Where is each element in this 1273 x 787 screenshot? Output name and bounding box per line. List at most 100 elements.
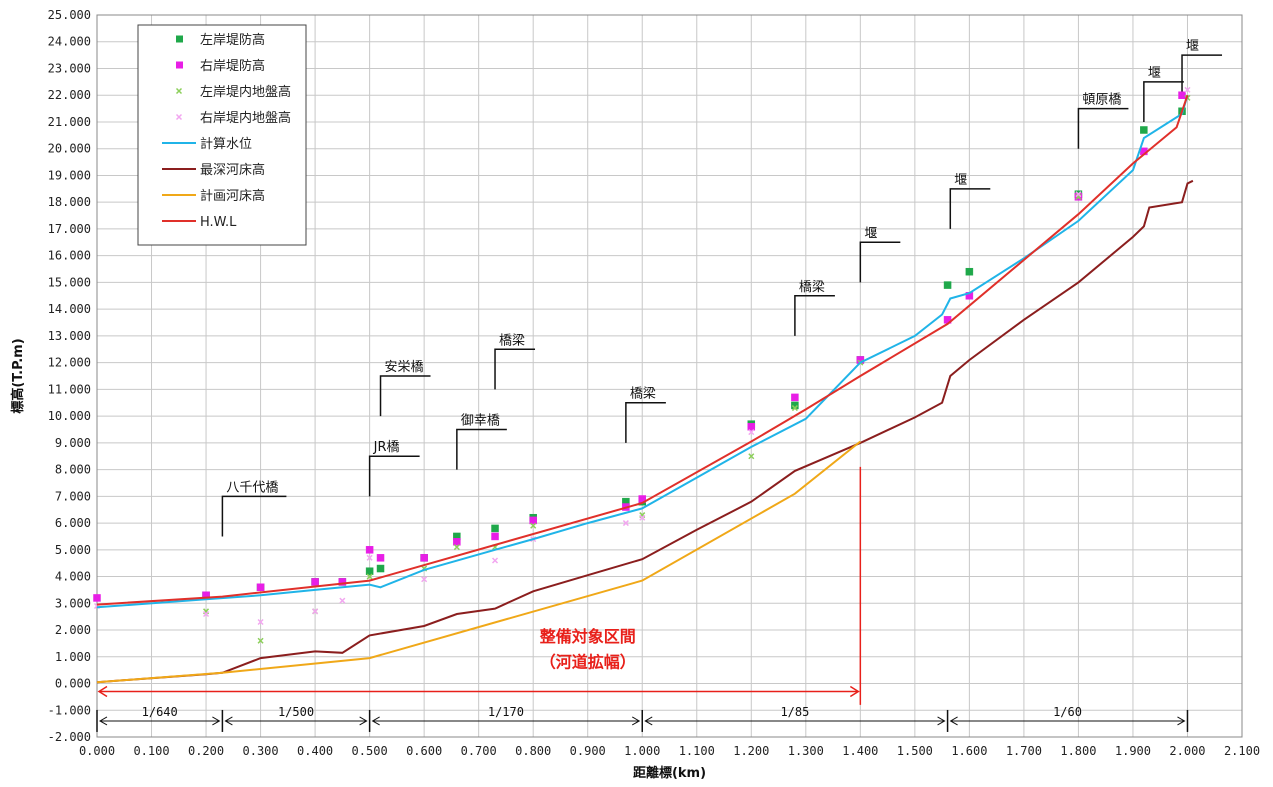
series-point — [965, 267, 974, 276]
series-line — [96, 440, 861, 684]
series-point — [257, 618, 264, 626]
y-tick-label: 20.000 — [48, 142, 91, 156]
series-point — [622, 520, 629, 527]
series-point — [366, 554, 373, 561]
y-tick-label: 5.000 — [55, 543, 91, 557]
y-tick-label: 15.000 — [48, 275, 91, 289]
x-tick-label: 1.100 — [679, 744, 715, 758]
series-point — [311, 578, 319, 586]
series-point — [491, 532, 499, 541]
y-tick-label: 16.000 — [48, 249, 91, 263]
bridge-marker — [625, 401, 666, 443]
grid-lines — [96, 14, 1243, 738]
x-tick-label: 0.600 — [406, 744, 442, 758]
bridge-label: 頓原橋 — [1082, 93, 1121, 108]
y-tick-label: -2.000 — [48, 730, 91, 744]
slope-label: 1/85 — [780, 705, 809, 719]
series-point — [339, 597, 346, 604]
series-point — [1075, 191, 1082, 198]
series-point — [312, 608, 319, 615]
y-tick-label: 3.000 — [55, 596, 91, 610]
y-tick-label: 21.000 — [48, 115, 91, 129]
series-point — [639, 514, 646, 521]
x-tick-label: 1.300 — [788, 744, 824, 758]
y-tick-label: 18.000 — [48, 195, 91, 209]
x-tick-label: 0.700 — [461, 744, 497, 758]
bridge-label: 八千代橋 — [226, 480, 278, 495]
y-axis-title: 標高(T.P.m) — [10, 338, 26, 413]
series-point — [791, 393, 799, 402]
y-tick-label: 22.000 — [48, 88, 91, 102]
x-tick-label: 2.000 — [1169, 744, 1205, 758]
y-tick-label: 14.000 — [48, 302, 91, 316]
legend-label: 計画河床高 — [200, 188, 265, 204]
bridge-label: 御幸橋 — [461, 413, 500, 428]
slope-annotations: 1/640 1/500 1/170 1/85 1/60 — [96, 705, 1189, 732]
target-section-arrow-left — [97, 685, 108, 698]
y-tick-label: 6.000 — [55, 516, 91, 530]
series-point — [747, 423, 756, 431]
x-tick-label: 0.000 — [79, 744, 115, 758]
slope-arrow-right — [212, 716, 221, 726]
legend-marker-swatch — [175, 113, 183, 121]
data-series — [93, 86, 1194, 684]
slope-arrow-left — [644, 716, 653, 726]
bridge-label: 堰 — [954, 173, 967, 188]
series-point — [943, 281, 952, 289]
series-point — [530, 522, 537, 529]
slope-arrow-right — [631, 716, 641, 726]
y-tick-label: 11.000 — [48, 382, 91, 396]
bridge-marker — [1077, 107, 1129, 149]
series-point — [529, 516, 537, 525]
bridge-marker — [368, 455, 420, 497]
y-tick-label: -1.000 — [48, 703, 91, 717]
bridge-marker — [1143, 81, 1184, 122]
series-point — [365, 546, 374, 554]
y-tick-label: 19.000 — [48, 168, 91, 182]
x-tick-label: 1.200 — [733, 744, 769, 758]
series-point — [376, 564, 385, 573]
legend-label: H.W.L — [200, 215, 237, 230]
x-tick-label: 0.500 — [352, 744, 388, 758]
y-tick-label: 4.000 — [55, 570, 91, 584]
series-point — [1140, 126, 1148, 134]
target-section-arrow-right — [849, 685, 860, 698]
series-point — [421, 576, 428, 583]
y-tick-label: 9.000 — [55, 436, 91, 450]
x-tick-label: 0.200 — [188, 744, 224, 758]
slope-arrow-left — [371, 716, 380, 726]
slope-label: 1/500 — [278, 705, 314, 719]
bridge-marker — [1181, 54, 1223, 96]
slope-arrow-right — [937, 716, 946, 726]
y-tick-label: 25.000 — [48, 8, 91, 22]
bridge-marker — [221, 495, 287, 537]
bridge-marker — [456, 428, 507, 470]
bridge-label: JR橋 — [373, 440, 400, 455]
x-tick-label: 1.800 — [1060, 744, 1096, 758]
bridge-marker — [794, 295, 835, 336]
y-tick-label: 23.000 — [48, 61, 91, 75]
x-tick-label: 0.100 — [133, 744, 169, 758]
series-point — [453, 544, 460, 551]
series-line — [96, 179, 1194, 684]
series-point — [203, 610, 210, 618]
bridge-label: 堰 — [1186, 39, 1199, 54]
x-tick-label: 0.900 — [570, 744, 606, 758]
y-tick-label: 1.000 — [55, 650, 91, 664]
series-point — [453, 538, 461, 546]
y-tick-label: 24.000 — [48, 35, 91, 49]
slope-label: 1/60 — [1053, 705, 1082, 719]
y-tick-label: 7.000 — [55, 489, 91, 503]
y-tick-label: 10.000 — [48, 409, 91, 423]
x-tick-label: 0.800 — [515, 744, 551, 758]
x-axis-ticks: 0.000 0.100 0.200 0.300 0.400 0.500 0.600 0.700… — [79, 744, 1260, 758]
target-section-label: 整備対象区間 — [539, 627, 636, 646]
bridge-label: 橋梁 — [630, 387, 656, 402]
series-point — [365, 567, 374, 575]
x-axis-title: 距離標(km) — [633, 765, 706, 781]
slope-arrow-left — [98, 716, 108, 726]
legend-label: 右岸堤内地盤高 — [200, 110, 291, 126]
series-point — [420, 554, 428, 562]
